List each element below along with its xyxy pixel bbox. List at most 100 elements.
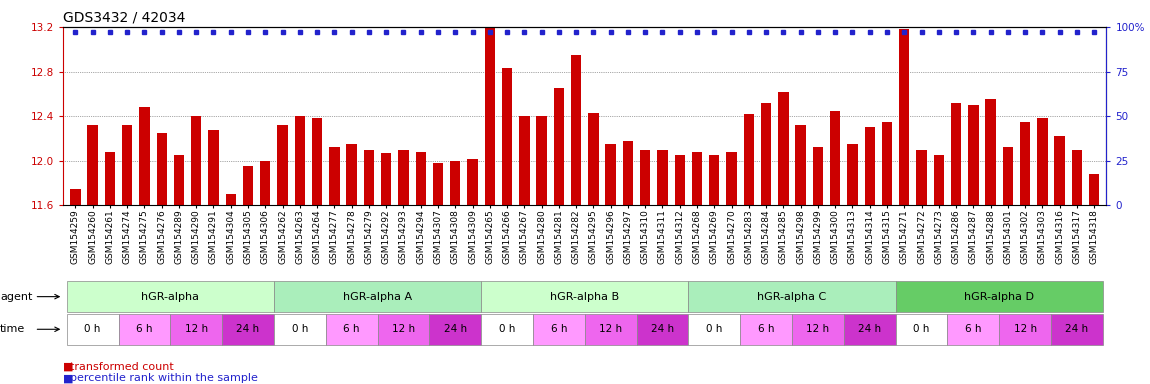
Text: 12 h: 12 h	[185, 324, 208, 334]
Bar	[641, 150, 651, 205]
Bar	[948, 314, 999, 345]
Bar	[692, 152, 703, 205]
Bar	[139, 107, 150, 205]
Bar	[606, 144, 616, 205]
Bar	[363, 150, 374, 205]
Bar	[346, 144, 356, 205]
Bar	[325, 314, 377, 345]
Bar	[761, 103, 772, 205]
Bar	[570, 55, 581, 205]
Bar	[274, 281, 481, 312]
Text: 12 h: 12 h	[599, 324, 622, 334]
Bar	[225, 194, 236, 205]
Bar	[105, 152, 115, 205]
Bar	[70, 189, 80, 205]
Text: 0 h: 0 h	[706, 324, 722, 334]
Bar	[260, 161, 270, 205]
Bar	[415, 152, 426, 205]
Bar	[1003, 147, 1013, 205]
Bar	[999, 314, 1051, 345]
Bar	[484, 27, 494, 205]
Text: 6 h: 6 h	[965, 324, 982, 334]
Bar	[744, 114, 754, 205]
Bar	[191, 116, 201, 205]
Bar	[174, 155, 184, 205]
Bar	[1089, 174, 1099, 205]
Text: 24 h: 24 h	[237, 324, 260, 334]
Text: hGR-alpha D: hGR-alpha D	[964, 291, 1034, 302]
Bar	[689, 281, 896, 312]
Bar	[741, 314, 792, 345]
Text: agent: agent	[0, 291, 32, 302]
Bar	[830, 111, 841, 205]
Bar	[118, 314, 170, 345]
Text: 6 h: 6 h	[758, 324, 774, 334]
Bar	[156, 133, 167, 205]
Bar	[377, 314, 429, 345]
Bar	[87, 125, 98, 205]
Bar	[429, 314, 481, 345]
Bar	[481, 314, 532, 345]
Text: 24 h: 24 h	[444, 324, 467, 334]
Text: ■: ■	[63, 362, 74, 372]
Text: 0 h: 0 h	[913, 324, 929, 334]
Bar	[917, 150, 927, 205]
Bar	[450, 161, 460, 205]
Bar	[222, 314, 274, 345]
Text: ■: ■	[63, 373, 74, 383]
Text: hGR-alpha B: hGR-alpha B	[550, 291, 620, 302]
Bar	[67, 281, 274, 312]
Bar	[398, 150, 408, 205]
Bar	[519, 116, 529, 205]
Bar	[243, 166, 253, 205]
Text: 24 h: 24 h	[651, 324, 674, 334]
Text: hGR-alpha: hGR-alpha	[141, 291, 199, 302]
Bar	[710, 155, 720, 205]
Bar	[381, 153, 391, 205]
Bar	[553, 88, 564, 205]
Bar	[312, 118, 322, 205]
Bar	[67, 314, 118, 345]
Bar	[951, 103, 961, 205]
Bar	[208, 129, 218, 205]
Text: 6 h: 6 h	[136, 324, 153, 334]
Bar	[294, 116, 305, 205]
Text: 12 h: 12 h	[1013, 324, 1036, 334]
Text: 0 h: 0 h	[292, 324, 308, 334]
Bar	[848, 144, 858, 205]
Bar	[1051, 314, 1103, 345]
Bar	[274, 314, 325, 345]
Bar	[968, 105, 979, 205]
Bar	[1020, 122, 1030, 205]
Text: 24 h: 24 h	[858, 324, 881, 334]
Text: transformed count: transformed count	[63, 362, 174, 372]
Bar	[727, 152, 737, 205]
Bar	[896, 281, 1103, 312]
Text: 6 h: 6 h	[551, 324, 567, 334]
Bar	[934, 155, 944, 205]
Bar	[882, 122, 892, 205]
Bar	[1037, 118, 1048, 205]
Bar	[623, 141, 634, 205]
Bar	[277, 125, 288, 205]
Bar	[689, 314, 741, 345]
Text: time: time	[0, 324, 25, 334]
Bar	[792, 314, 844, 345]
Bar	[1072, 150, 1082, 205]
Bar	[329, 147, 339, 205]
Text: 6 h: 6 h	[344, 324, 360, 334]
Bar	[532, 314, 584, 345]
Text: 24 h: 24 h	[1065, 324, 1089, 334]
Text: 12 h: 12 h	[806, 324, 829, 334]
Bar	[536, 116, 546, 205]
Bar	[1055, 136, 1065, 205]
Bar	[637, 314, 689, 345]
Bar	[986, 99, 996, 205]
Bar	[796, 125, 806, 205]
Text: 12 h: 12 h	[392, 324, 415, 334]
Text: hGR-alpha C: hGR-alpha C	[758, 291, 827, 302]
Bar	[467, 159, 477, 205]
Bar	[675, 155, 685, 205]
Text: percentile rank within the sample: percentile rank within the sample	[63, 373, 258, 383]
Bar	[813, 147, 823, 205]
